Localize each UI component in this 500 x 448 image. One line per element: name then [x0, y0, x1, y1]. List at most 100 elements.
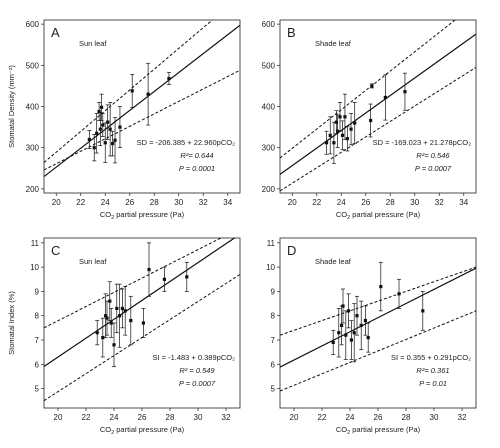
y-tick-label: 7 — [271, 336, 276, 345]
panel-title: Sun leaf — [79, 39, 107, 48]
data-point — [113, 138, 117, 142]
panel-letter: A — [51, 25, 60, 40]
data-point — [345, 137, 349, 141]
data-point — [349, 127, 353, 131]
data-point — [120, 306, 124, 311]
panel-letter: C — [51, 243, 60, 258]
y-tick-label: 7 — [35, 336, 40, 345]
data-point — [331, 340, 335, 345]
panel-b: 20 22 24 26 28 30 32 34 200 300 400 500 600 CO2 parti… — [262, 19, 477, 221]
data-point — [369, 118, 373, 123]
y-tick-label: 9 — [35, 287, 40, 296]
ci-lower-line — [280, 66, 476, 192]
x-tick-label: 24 — [101, 198, 110, 207]
x-tick-label: 34 — [223, 198, 232, 207]
data-point — [397, 292, 401, 296]
data-point — [379, 284, 383, 289]
y-tick-label: 8 — [35, 312, 40, 321]
data-point — [123, 309, 127, 313]
x-tick-label: 28 — [402, 413, 411, 422]
y-axis-label: Stomatal Density (mm⁻²) — [7, 65, 16, 148]
data-point — [104, 314, 108, 318]
y-tick-label: 8 — [271, 312, 276, 321]
y-tick-label: 10 — [30, 263, 39, 272]
x-tick-label: 20 — [288, 198, 297, 207]
y-axis-label: Stomatal Index (%) — [7, 291, 16, 355]
x-tick-label: 34 — [459, 198, 468, 207]
p-value-label: P = 0.0001 — [179, 164, 215, 173]
data-point — [141, 321, 145, 325]
x-tick-label: 26 — [138, 413, 147, 422]
data-point — [115, 306, 119, 311]
y-tick-label: 600 — [262, 20, 276, 29]
plot-area — [44, 20, 240, 178]
x-tick-label: 26 — [361, 198, 370, 207]
panel-letter: B — [287, 25, 296, 40]
p-value-label: P = 0.0007 — [179, 379, 216, 388]
data-point — [162, 277, 166, 281]
data-point — [99, 105, 104, 109]
data-point — [324, 141, 329, 145]
data-point — [355, 314, 359, 318]
data-point — [108, 127, 112, 131]
x-tick-label: 20 — [54, 413, 63, 422]
data-point — [338, 115, 342, 119]
data-point — [118, 314, 122, 318]
ci-upper-line — [280, 20, 456, 159]
y-tick-label: 300 — [262, 144, 276, 153]
data-point — [130, 89, 134, 93]
ci-upper-line — [280, 266, 476, 336]
plot-area — [280, 20, 476, 192]
data-point — [92, 146, 96, 150]
data-point — [334, 120, 338, 124]
data-point — [112, 343, 116, 347]
data-point — [421, 309, 425, 313]
x-axis-label: CO2 partial pressure (Pa) — [336, 425, 421, 436]
x-tick-label: 22 — [82, 413, 91, 422]
ci-upper-line — [44, 238, 222, 329]
data-point — [383, 95, 387, 100]
y-tick-label: 5 — [271, 385, 276, 394]
x-tick-label: 32 — [458, 413, 467, 422]
data-point — [95, 131, 99, 135]
x-axis-label: CO2 partial pressure (Pa) — [100, 425, 185, 436]
x-tick-label: 22 — [76, 198, 85, 207]
regression-line — [44, 238, 236, 368]
panel-c: 20 22 24 26 28 30 32 5 6 7 8 9 10 11 CO2 partial press… — [7, 237, 241, 436]
data-point — [352, 331, 356, 335]
data-point — [363, 318, 367, 323]
data-point — [108, 299, 112, 303]
x-axis-label: CO2 partial pressure (Pa) — [336, 210, 421, 221]
x-tick-label: 24 — [110, 413, 119, 422]
data-point — [370, 84, 374, 88]
data-point — [101, 123, 105, 127]
y-tick-label: 9 — [271, 287, 276, 296]
data-point — [328, 133, 332, 137]
ci-lower-line — [280, 310, 476, 392]
regression-line — [280, 267, 476, 368]
data-point — [167, 76, 171, 81]
data-point — [129, 318, 133, 323]
data-point — [335, 129, 340, 133]
x-tick-label: 24 — [337, 198, 346, 207]
equation-label: SD = -206.385 + 22.960pCO₂ — [137, 138, 235, 147]
data-point — [341, 304, 345, 308]
panel-title: Sun leaf — [79, 257, 107, 266]
x-tick-label: 28 — [150, 198, 159, 207]
panel-title: Shade leaf — [315, 39, 352, 48]
y-tick-label: 500 — [26, 61, 40, 70]
plot-area — [280, 261, 476, 392]
y-tick-label: 200 — [26, 185, 40, 194]
x-axis-label: CO2 partial pressure (Pa) — [100, 210, 185, 221]
p-value-label: P = 0.0007 — [415, 164, 452, 173]
data-point — [101, 335, 105, 340]
panel-a: 20 22 24 26 28 30 32 34 200 300 400 500 600 CO2 parti… — [7, 19, 241, 221]
data-point — [344, 333, 348, 337]
data-point — [103, 141, 107, 145]
ci-upper-line — [44, 20, 214, 163]
regression-line — [280, 33, 476, 175]
equation-label: SI = -1.483 + 0.389pCO₂ — [152, 353, 235, 362]
x-tick-label: 30 — [194, 413, 203, 422]
data-point — [106, 120, 110, 124]
